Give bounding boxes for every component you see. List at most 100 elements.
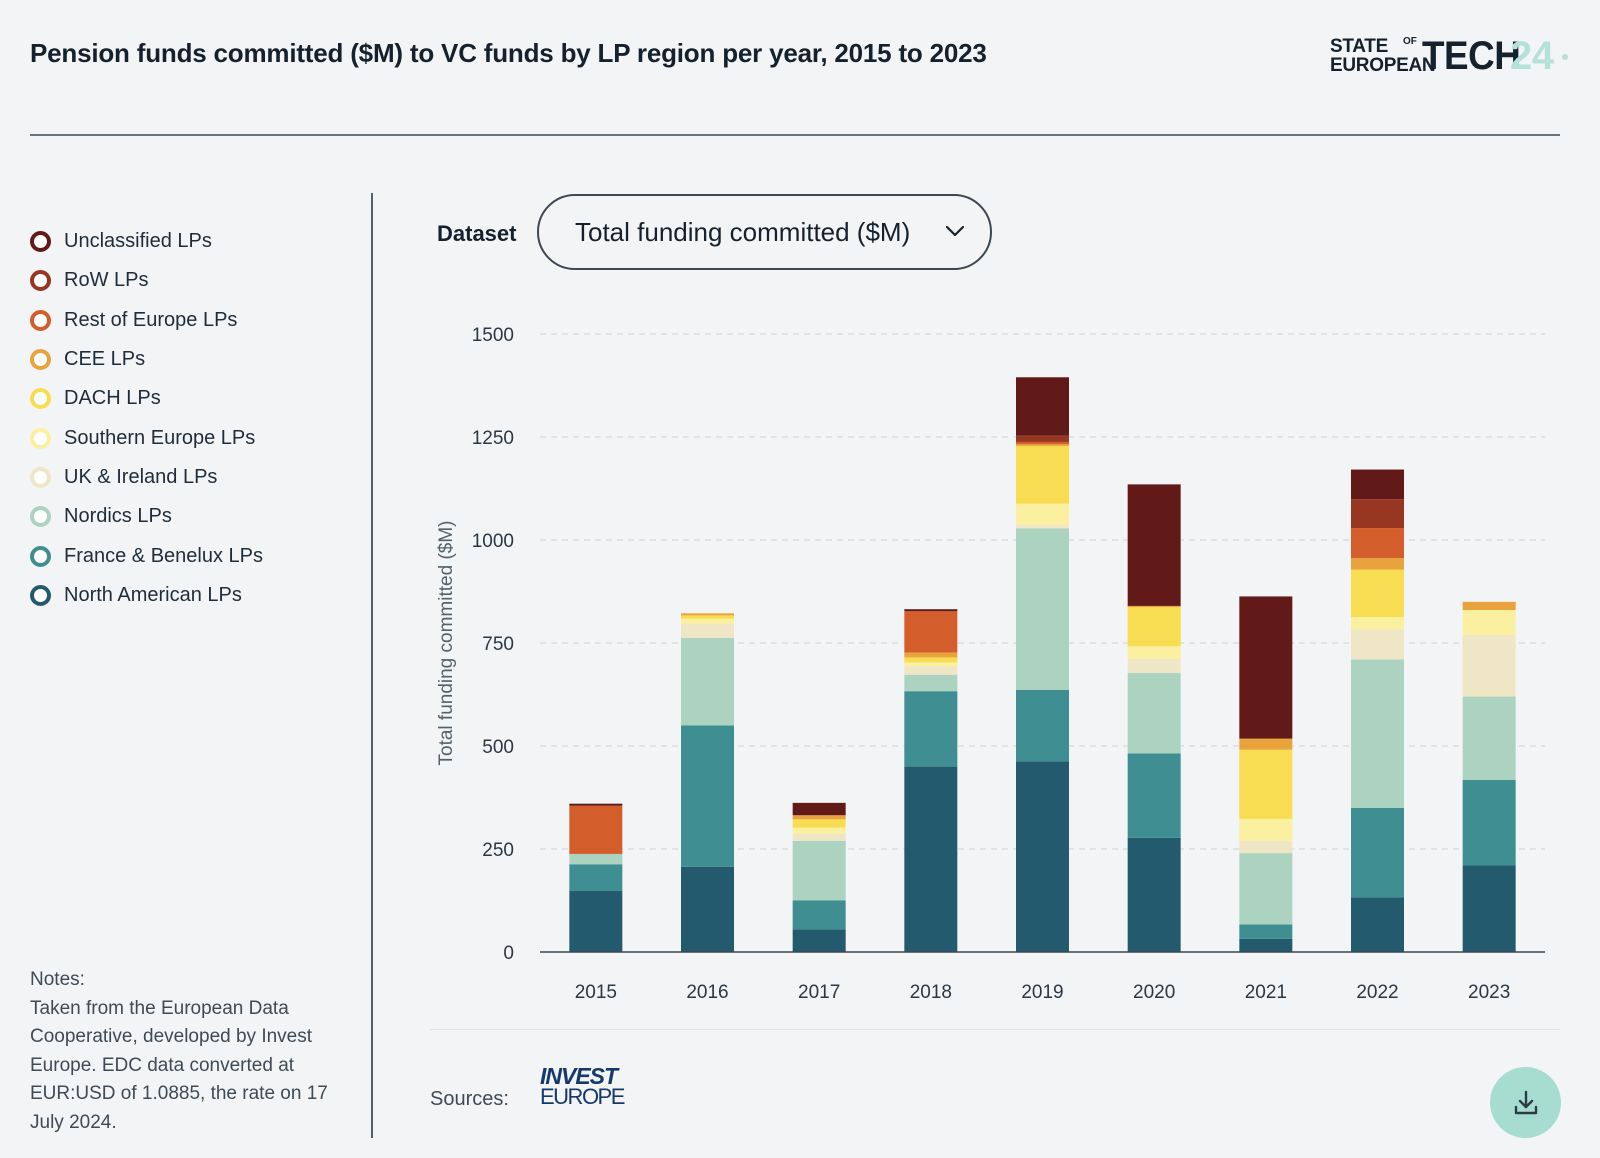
y-tick-label: 500	[482, 737, 514, 758]
y-tick-label: 750	[482, 634, 514, 655]
bar-segment	[1127, 658, 1181, 674]
bar-segment	[1127, 646, 1181, 659]
legend-item[interactable]: France & Benelux LPs	[30, 536, 263, 575]
legend-label: Southern Europe LPs	[64, 426, 256, 449]
bar-segment	[904, 674, 958, 692]
brand-of-text: OF	[1403, 36, 1417, 47]
bar-segment	[1462, 634, 1516, 697]
bar-segment	[1462, 601, 1516, 611]
download-button[interactable]	[1490, 1067, 1561, 1138]
bar-segment	[1462, 865, 1516, 952]
legend-label: UK & Ireland LPs	[64, 465, 218, 488]
legend-item[interactable]: Unclassified LPs	[30, 222, 263, 261]
bar-segment	[681, 618, 734, 624]
dataset-dropdown-value: Total funding committed ($M)	[575, 216, 911, 247]
legend-swatch	[30, 506, 51, 528]
notes-text: Taken from the European Data Cooperative…	[30, 997, 328, 1133]
bar-segment	[1127, 607, 1181, 647]
brand-european-text: EUROPEAN	[1330, 55, 1436, 76]
legend-swatch	[30, 270, 51, 292]
x-tick-label: 2017	[798, 982, 840, 1003]
bar-segment	[1239, 853, 1293, 925]
legend-item[interactable]: Southern Europe LPs	[30, 418, 263, 457]
sources-label: Sources:	[430, 1088, 509, 1110]
bar-segment	[904, 652, 958, 658]
download-icon	[1514, 1090, 1537, 1114]
bar-segment	[792, 815, 846, 820]
bar-segment	[792, 802, 846, 816]
legend-label: RoW LPs	[64, 269, 149, 292]
bar-segment	[1127, 753, 1181, 838]
x-tick-label: 2020	[1133, 982, 1175, 1003]
bar-segment	[1239, 840, 1293, 854]
bar-segment	[792, 900, 846, 930]
legend-swatch	[30, 466, 51, 488]
chevron-down-icon	[945, 225, 965, 237]
bar-segment	[1016, 377, 1069, 436]
bar-segment	[792, 840, 846, 901]
brand-state-text: STATE	[1330, 36, 1388, 57]
notes: Notes: Taken from the European Data Coope…	[30, 966, 350, 1137]
brand-year-text: 24	[1510, 34, 1554, 78]
bar-segment	[1351, 469, 1404, 500]
x-tick-label: 2019	[1021, 982, 1063, 1003]
legend-item[interactable]: Rest of Europe LPs	[30, 301, 263, 340]
bar-segment	[681, 613, 734, 616]
bar-segment	[1239, 749, 1293, 819]
bar-segment	[1016, 503, 1069, 525]
bar-segment	[904, 657, 958, 663]
x-tick-label: 2016	[686, 982, 728, 1003]
legend-item[interactable]: RoW LPs	[30, 261, 263, 300]
x-tick-label: 2023	[1468, 982, 1510, 1003]
bar-segment	[569, 864, 623, 892]
bar-segment	[1462, 610, 1516, 635]
bar-segment	[1016, 441, 1069, 445]
legend-label: Nordics LPs	[64, 505, 172, 528]
y-axis-label: Total funding committed ($M)	[436, 521, 457, 766]
legend-item[interactable]: CEE LPs	[30, 340, 263, 379]
legend-swatch	[30, 584, 51, 606]
bar-segment	[1127, 605, 1181, 608]
brand-dot	[1562, 54, 1568, 60]
legend-label: Rest of Europe LPs	[64, 308, 238, 331]
notes-heading: Notes:	[30, 969, 85, 990]
y-tick-label: 0	[503, 943, 514, 964]
bar-segment	[1351, 629, 1404, 660]
legend-item[interactable]: UK & Ireland LPs	[30, 458, 263, 497]
bar-segment	[1351, 807, 1404, 898]
bar-segment	[792, 929, 846, 952]
bar-segment	[681, 725, 734, 867]
bar-segment	[569, 891, 623, 952]
legend-item[interactable]: DACH LPs	[30, 379, 263, 418]
legend-label: DACH LPs	[64, 387, 161, 410]
legend-item[interactable]: North American LPs	[30, 576, 263, 615]
legend-label: Unclassified LPs	[64, 230, 212, 253]
legend-item[interactable]: Nordics LPs	[30, 497, 263, 536]
bar-segment	[681, 638, 734, 726]
y-tick-label: 250	[482, 840, 514, 861]
brand-tech-text: TECH	[1422, 34, 1521, 78]
bar-segment	[792, 833, 846, 841]
bar-segment	[1351, 617, 1404, 630]
x-tick-label: 2021	[1245, 982, 1287, 1003]
bar-segment	[681, 623, 734, 639]
sidebar-divider	[371, 193, 373, 1138]
legend-swatch	[30, 388, 51, 410]
bar-segment	[1127, 484, 1181, 606]
bar-segment	[1351, 569, 1404, 618]
legend-label: CEE LPs	[64, 348, 146, 371]
bar-segment	[792, 819, 846, 828]
state-of-european-tech-logo: STATE OF EUROPEAN TECH 24	[1330, 34, 1570, 78]
y-tick-label: 1250	[472, 428, 514, 449]
bar-segment	[904, 666, 958, 675]
bar-segment	[1239, 938, 1293, 952]
bar-segment	[1351, 897, 1404, 952]
bar-segment	[1239, 924, 1293, 939]
bar-segment	[1462, 696, 1516, 780]
x-tick-label: 2018	[910, 982, 952, 1003]
bar-segment	[1239, 818, 1293, 841]
dataset-dropdown[interactable]: Total funding committed ($M)	[537, 194, 992, 270]
legend-swatch	[30, 427, 51, 449]
dataset-label: Dataset	[437, 221, 517, 246]
bar-segment	[904, 611, 958, 653]
